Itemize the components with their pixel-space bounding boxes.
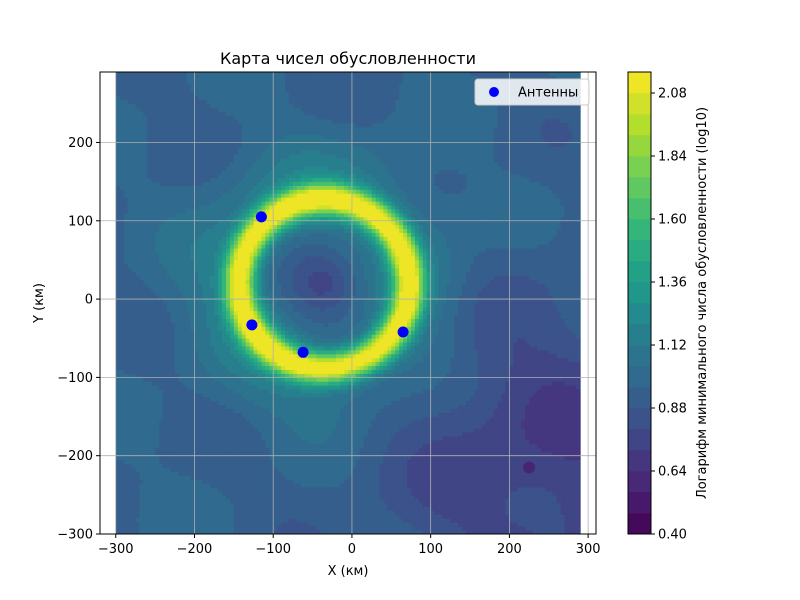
legend-box [474,78,590,106]
y-tick-label: 200 [68,136,93,151]
y-axis-label: Y (км) [32,283,47,324]
colorbar-tick-label: 1.84 [658,150,687,165]
colorbar-segment [628,156,651,178]
x-tick-label: −300 [98,542,134,557]
legend-marker-antennas [489,87,499,97]
x-tick-label: 0 [348,542,356,557]
y-tick-label: −300 [57,528,93,543]
antenna-point [297,346,309,358]
colorbar-tick-label: 0.64 [658,465,687,480]
colorbar-segment [628,471,651,493]
antenna-point [246,319,258,331]
y-tick-label: −200 [57,449,93,464]
y-tick-label: 100 [68,214,93,229]
colorbar-segment [628,324,651,346]
x-tick-label: −100 [255,542,291,557]
antenna-points [246,211,409,358]
grid-lines [100,72,596,534]
colorbar-frame [627,71,652,535]
colorbar-segment [628,135,651,157]
colorbar-segment [628,219,651,241]
x-tick-label: 300 [576,542,601,557]
colorbar-segment [628,93,651,115]
x-tick-label: −200 [177,542,213,557]
colorbar-segment [628,387,651,409]
colorbar-label: Логарифм минимального числа обусловленно… [695,107,710,499]
colorbar-segment [628,240,651,262]
colorbar-segment [628,72,651,94]
colorbar-tick-label: 1.36 [658,276,687,291]
colorbar-tick-label: 1.60 [658,213,687,228]
y-tick-label: 0 [85,293,93,308]
colorbar-segment [628,198,651,220]
colorbar-segment [628,429,651,451]
colorbar-segment [628,282,651,304]
antenna-point [255,211,267,223]
x-tick-label: 100 [418,542,443,557]
colorbar-tick-label: 1.12 [658,339,687,354]
antenna-point [397,326,409,338]
colorbar-tick-label: 2.08 [658,87,687,102]
colorbar-segment [628,177,651,199]
colorbar-segment [628,408,651,430]
colorbar-segment [628,492,651,514]
x-axis-label: X (км) [328,564,369,579]
legend-label-antennas: Антенны [518,86,578,101]
y-tick-label: −100 [57,371,93,386]
x-axis: −300 −200 −100 0 100 200 300 [98,534,601,557]
colorbar-segment [628,345,651,367]
y-axis: −300 −200 −100 0 100 200 [57,136,100,543]
colorbar-segment [628,366,651,388]
local-minimum-spot [523,461,536,474]
colorbar-segment [628,261,651,283]
colorbar-tick-label: 0.40 [658,528,687,543]
colorbar: 0.40 0.64 0.88 1.12 1.36 1.60 1.84 2.08 [627,71,687,543]
colorbar-segment [628,450,651,472]
colorbar-segment [628,114,651,136]
colorbar-segment [628,303,651,325]
x-tick-label: 200 [497,542,522,557]
colorbar-tick-label: 0.88 [658,402,687,417]
chart-title: Карта чисел обусловленности [220,49,476,68]
plot-frame [99,71,597,535]
heatmap-field [115,72,581,534]
legend: Антенны [474,78,590,106]
colorbar-segment [628,513,651,535]
